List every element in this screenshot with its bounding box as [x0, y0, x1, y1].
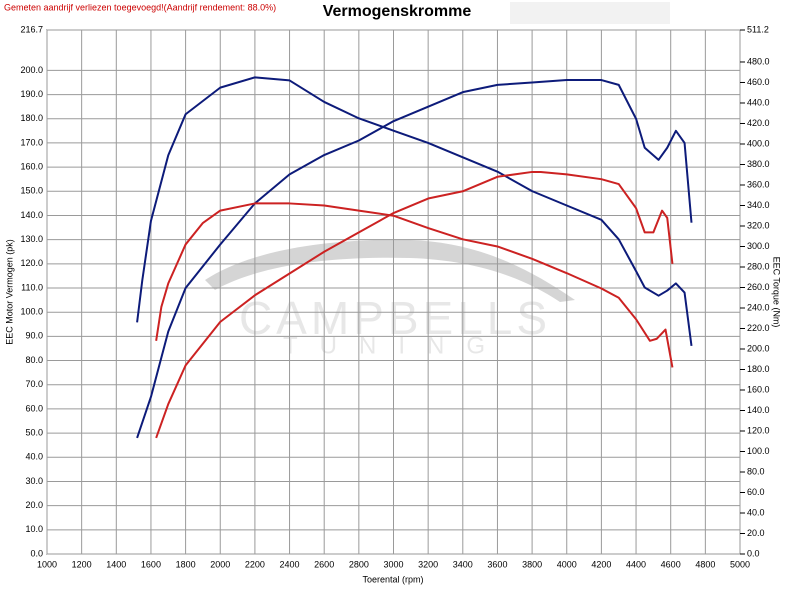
y-tick-label: 150.0	[20, 186, 43, 196]
y-tick-label: 0.0	[30, 548, 43, 558]
y2-tick-label: 180.0	[747, 364, 770, 374]
x-tick-label: 3800	[522, 559, 542, 569]
y2-tick-label: 480.0	[747, 56, 770, 66]
x-tick-label: 1600	[141, 559, 161, 569]
x-tick-label: 2200	[245, 559, 265, 569]
y-tick-label: 110.0	[21, 282, 43, 292]
y2-tick-label: 511.2	[747, 24, 769, 34]
series-line	[155, 170, 674, 439]
series-line	[155, 202, 674, 368]
y-tick-label: 120.0	[20, 258, 43, 268]
y-axis-label: EEC Motor Vermogen (pk)	[4, 239, 14, 345]
note: Gemeten aandrijf verliezen toegevoegd!(A…	[4, 2, 276, 12]
y2-tick-label: 40.0	[747, 507, 765, 517]
y-tick-label: 40.0	[25, 452, 43, 462]
y-tick-label: 80.0	[25, 355, 43, 365]
y-tick-label: 70.0	[25, 379, 43, 389]
y-tick-label: 216.7	[20, 24, 43, 34]
y-tick-label: 100.0	[20, 307, 43, 317]
x-tick-label: 3600	[487, 559, 507, 569]
y2-tick-label: 440.0	[747, 97, 770, 107]
x-tick-label: 3400	[453, 559, 473, 569]
x-tick-label: 4800	[695, 559, 715, 569]
y2-tick-label: 100.0	[747, 446, 770, 456]
header-box	[510, 2, 670, 24]
y2-tick-label: 280.0	[747, 261, 770, 271]
y2-tick-label: 420.0	[747, 118, 770, 128]
series-line	[136, 79, 693, 439]
x-tick-label: 2000	[210, 559, 230, 569]
car-silhouette	[205, 239, 575, 302]
y2-tick-label: 400.0	[747, 138, 770, 148]
y2-tick-label: 340.0	[747, 200, 770, 210]
series-line	[136, 76, 693, 347]
x-tick-label: 2400	[280, 559, 300, 569]
y2-tick-label: 60.0	[747, 487, 765, 497]
x-tick-label: 1800	[176, 559, 196, 569]
y-tick-label: 90.0	[25, 331, 43, 341]
y2-tick-label: 220.0	[747, 323, 770, 333]
x-tick-label: 2600	[314, 559, 334, 569]
x-tick-label: 4200	[591, 559, 611, 569]
x-tick-label: 1000	[37, 559, 57, 569]
x-tick-label: 1200	[72, 559, 92, 569]
y-tick-label: 190.0	[20, 89, 43, 99]
y-tick-label: 170.0	[20, 137, 43, 147]
y2-tick-label: 200.0	[747, 343, 770, 353]
x-tick-label: 3200	[418, 559, 438, 569]
y-tick-label: 180.0	[20, 113, 43, 123]
x-tick-label: 4600	[661, 559, 681, 569]
x-tick-label: 2800	[349, 559, 369, 569]
y2-tick-label: 160.0	[747, 384, 770, 394]
y2-tick-label: 320.0	[747, 220, 770, 230]
x-axis-label: Toerental (rpm)	[362, 574, 423, 584]
y-tick-label: 200.0	[20, 65, 43, 75]
x-tick-label: 4400	[626, 559, 646, 569]
y2-tick-label: 460.0	[747, 77, 770, 87]
x-tick-label: 5000	[730, 559, 750, 569]
y2-tick-label: 380.0	[747, 159, 770, 169]
y-tick-label: 50.0	[25, 427, 43, 437]
chart-title: Vermogenskromme	[323, 3, 472, 20]
x-tick-label: 3000	[383, 559, 403, 569]
y2-tick-label: 20.0	[747, 528, 765, 538]
y2-tick-label: 240.0	[747, 302, 770, 312]
x-tick-label: 1400	[106, 559, 126, 569]
y2-tick-label: 140.0	[747, 405, 770, 415]
y2-tick-label: 120.0	[747, 425, 770, 435]
y-tick-label: 10.0	[25, 524, 43, 534]
y-tick-label: 140.0	[20, 210, 43, 220]
y2-tick-label: 300.0	[747, 241, 770, 251]
y-tick-label: 20.0	[25, 500, 43, 510]
y2-tick-label: 0.0	[747, 548, 760, 558]
y-tick-label: 160.0	[20, 161, 43, 171]
x-tick-label: 4000	[557, 559, 577, 569]
y2-tick-label: 360.0	[747, 179, 770, 189]
y-tick-label: 30.0	[25, 476, 43, 486]
y2-tick-label: 80.0	[747, 466, 765, 476]
y2-tick-label: 260.0	[747, 282, 770, 292]
y-tick-label: 130.0	[20, 234, 43, 244]
y-tick-label: 60.0	[25, 403, 43, 413]
y2-axis-label: EEC Torque (Nm)	[772, 257, 782, 328]
